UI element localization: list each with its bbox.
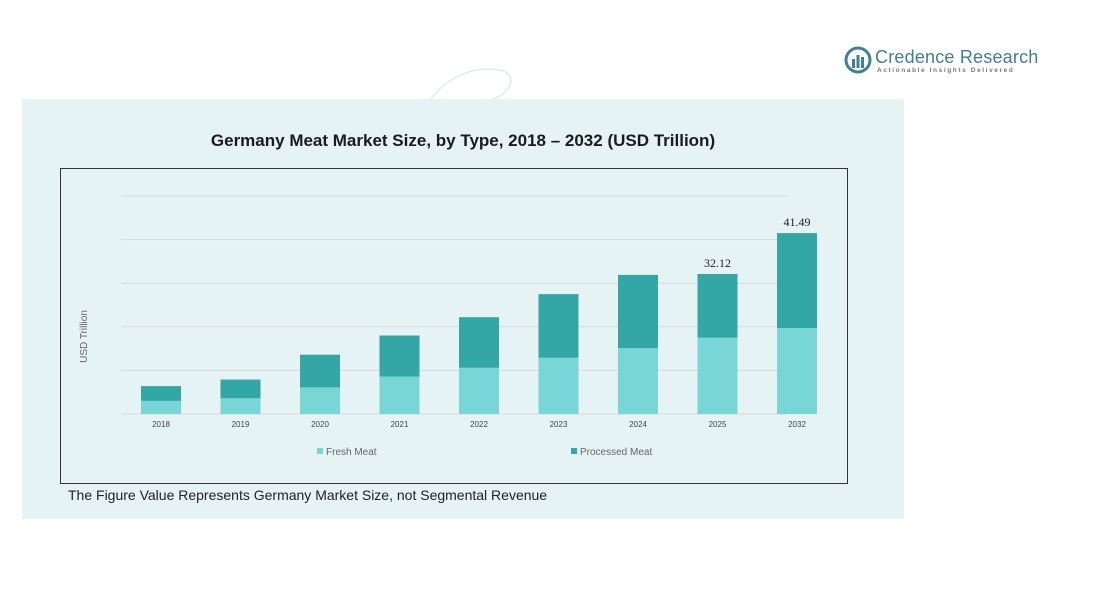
y-axis-label: USD Trillion (79, 310, 90, 363)
data-label: 32.12 (704, 256, 731, 270)
bar-processed-meat (300, 354, 340, 388)
legend-swatch (571, 448, 577, 454)
brand-logo: Credence Research Actionable Insights De… (844, 46, 1038, 80)
x-tick-label: 2023 (550, 420, 568, 429)
data-label: 41.49 (784, 215, 811, 229)
x-tick-label: 2025 (709, 420, 727, 429)
brand-tagline: Actionable Insights Delivered (877, 67, 1015, 74)
bar-processed-meat (141, 386, 181, 401)
brand-name: Credence Research (875, 47, 1039, 67)
bar-processed-meat (538, 294, 579, 358)
x-tick-label: 2024 (629, 420, 647, 429)
bar-processed-meat (777, 233, 817, 329)
bar-fresh-meat (618, 348, 658, 414)
legend-swatch (317, 448, 323, 454)
bar-fresh-meat (300, 387, 340, 414)
bar-fresh-meat (697, 337, 738, 414)
x-tick-label: 2032 (788, 420, 806, 429)
x-tick-label: 2021 (391, 420, 409, 429)
bar-fresh-meat (141, 400, 181, 414)
bar-processed-meat (220, 379, 261, 399)
bar-fresh-meat (220, 398, 261, 414)
chart-frame: USD Trillion 2018 2019 2020 2021 2022 2023 2024… (60, 168, 848, 484)
x-tick-label: 2018 (152, 420, 170, 429)
bar-fresh-meat (459, 367, 499, 414)
footnote: The Figure Value Represents Germany Mark… (68, 487, 548, 503)
legend-label: Processed Meat (580, 447, 652, 458)
chart-panel (22, 99, 904, 519)
bar-fresh-meat (379, 376, 420, 414)
bar-fresh-meat (538, 357, 579, 414)
bar-processed-meat (697, 273, 738, 338)
bar-processed-meat (379, 335, 420, 377)
legend-label: Fresh Meat (326, 447, 377, 458)
logo-icon (844, 46, 872, 74)
x-tick-label: 2019 (232, 420, 250, 429)
bar-fresh-meat (777, 328, 817, 414)
x-tick-label: 2022 (470, 420, 488, 429)
x-tick-label: 2020 (311, 420, 329, 429)
stacked-bar-chart: USD Trillion 2018 2019 2020 2021 2022 2023 2024… (79, 195, 817, 458)
bar-processed-meat (618, 274, 658, 349)
bar-processed-meat (459, 317, 499, 368)
chart-title: Germany Meat Market Size, by Type, 2018 … (210, 131, 716, 150)
